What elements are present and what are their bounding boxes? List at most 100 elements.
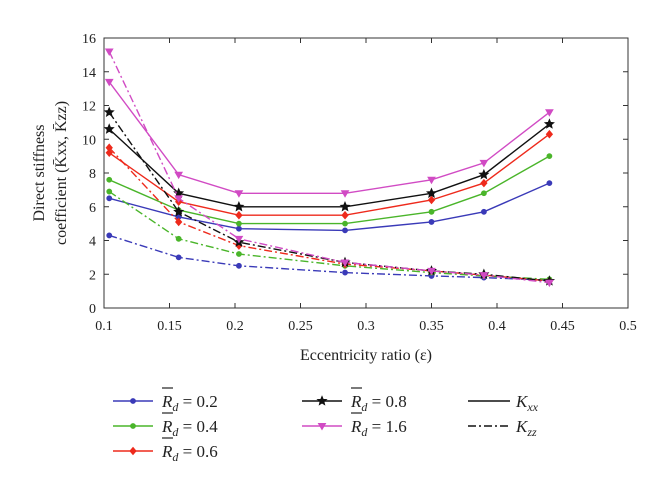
legend-swatch-marker	[129, 446, 137, 456]
data-point	[341, 210, 349, 220]
data-point	[104, 78, 114, 87]
data-point	[174, 171, 184, 180]
data-point	[425, 187, 438, 198]
data-point	[428, 219, 435, 225]
data-point	[106, 188, 113, 195]
data-point	[342, 227, 348, 234]
legend-label: Rd = 0.4	[161, 417, 218, 439]
y-tick-label: 10	[82, 133, 96, 148]
data-point	[236, 220, 242, 227]
y-tick-label: 16	[82, 32, 96, 47]
legend-item-rd-0-4: Rd = 0.4	[113, 412, 218, 439]
data-point	[545, 109, 554, 117]
data-point	[175, 217, 183, 227]
data-point	[342, 220, 348, 227]
x-tick-label: 0.1	[95, 319, 113, 334]
series-kxx-rd-0-8	[103, 118, 555, 212]
data-point	[546, 153, 553, 160]
data-point	[173, 205, 185, 217]
data-point	[427, 267, 436, 276]
legend-swatch-marker	[317, 423, 327, 431]
data-point	[106, 176, 113, 183]
x-axis: 0.1 0.15 0.2 0.25 0.3 0.35 0.4 0.45 0.5	[95, 38, 637, 334]
legend-label: Rd = 0.8	[350, 392, 407, 414]
x-tick-label: 0.15	[157, 319, 182, 334]
data-point	[342, 269, 348, 276]
y-tick-label: 4	[89, 235, 96, 250]
legend-style-label: Kzz	[515, 417, 537, 439]
x-tick-label: 0.4	[488, 319, 506, 334]
data-point	[104, 48, 114, 56]
data-point	[174, 195, 184, 203]
series-layer	[103, 48, 555, 288]
legend-style-label: Kxx	[515, 392, 539, 414]
data-point	[546, 180, 553, 187]
data-point	[427, 176, 436, 185]
data-point	[545, 129, 554, 139]
legend-item-rd-0-8: Rd = 0.8	[302, 387, 407, 414]
x-tick-label: 0.2	[226, 319, 244, 334]
data-point	[103, 123, 115, 134]
legend-style-xx: Kxx	[468, 392, 539, 414]
y-tick-label: 8	[89, 167, 96, 182]
y-axis: 0 2 4 6 8 10 12 14 16	[82, 32, 628, 317]
series-line	[108, 191, 550, 280]
data-point	[428, 208, 435, 215]
y-axis-label-line2: coefficient (K̄xx, K̄zz)	[53, 101, 70, 245]
x-axis-label: Eccentricity ratio (ε)	[300, 347, 432, 364]
data-point	[236, 262, 242, 269]
data-point	[479, 272, 489, 280]
data-point	[106, 195, 113, 202]
series-kzz-rd-1-6	[104, 48, 554, 288]
series-kzz-rd-0-6	[105, 143, 554, 286]
data-point	[105, 148, 113, 158]
series-kzz-rd-0-8	[103, 106, 555, 286]
data-point	[481, 190, 487, 197]
data-point	[236, 225, 242, 232]
x-tick-label: 0.3	[357, 319, 375, 334]
series-kxx-rd-1-6	[104, 78, 554, 198]
series-line	[108, 51, 550, 284]
data-point	[427, 195, 436, 205]
y-tick-label: 14	[82, 66, 96, 81]
legend-item-rd-1-6: Rd = 1.6	[302, 412, 407, 439]
data-point	[236, 251, 242, 257]
data-point	[479, 159, 489, 168]
data-point	[106, 232, 113, 239]
data-point	[105, 143, 113, 152]
x-tick-label: 0.35	[419, 319, 444, 334]
legend: Rd = 0.2 Rd = 0.4 Rd = 0.6 Rd = 0.8 Rd = 1.6…	[113, 387, 539, 464]
data-point	[545, 279, 554, 288]
y-tick-label: 12	[82, 100, 96, 115]
data-point	[478, 168, 490, 180]
data-point	[234, 190, 244, 198]
data-point	[543, 118, 555, 129]
legend-swatch-marker	[130, 423, 136, 429]
data-point	[103, 106, 115, 117]
legend-item-rd-0-6: Rd = 0.6	[113, 437, 218, 464]
legend-label: Rd = 0.2	[161, 392, 218, 414]
data-point	[480, 178, 488, 188]
x-tick-label: 0.25	[288, 319, 313, 334]
data-point	[339, 201, 351, 212]
y-tick-label: 0	[89, 302, 96, 317]
legend-swatch-marker	[316, 395, 328, 406]
y-tick-label: 2	[89, 268, 96, 283]
data-point	[340, 259, 350, 267]
data-point	[235, 210, 243, 220]
legend-label: Rd = 0.6	[161, 442, 218, 464]
data-point	[481, 208, 487, 215]
data-point	[175, 254, 182, 261]
data-point	[234, 235, 244, 244]
y-tick-label: 6	[89, 201, 96, 216]
legend-item-rd-0-2: Rd = 0.2	[113, 387, 218, 414]
data-point	[340, 190, 350, 198]
x-tick-label: 0.45	[550, 319, 575, 334]
data-point	[233, 201, 245, 212]
legend-style-zz: Kzz	[468, 417, 537, 439]
legend-label: Rd = 1.6	[350, 417, 407, 439]
x-tick-label: 0.5	[619, 319, 637, 334]
series-kzz-rd-0-4	[106, 188, 553, 283]
data-point	[175, 235, 182, 242]
